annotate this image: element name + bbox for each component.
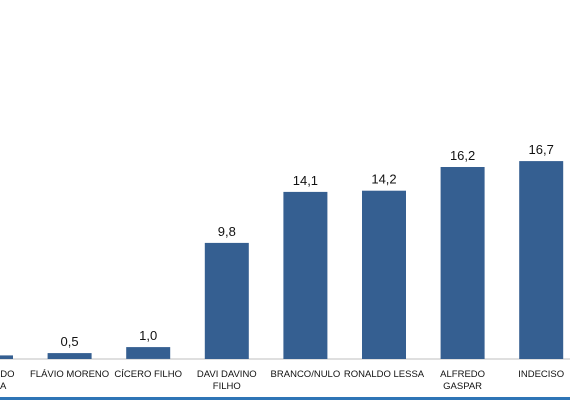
category-label: LESSA — [0, 381, 7, 392]
category-label: CÍCERO FILHO — [114, 369, 182, 380]
category-label: GASPAR — [443, 381, 482, 392]
bar — [440, 167, 485, 359]
bar-value-label: 16,2 — [450, 148, 475, 163]
category-label: INDECISO — [518, 369, 564, 380]
category-label: DAVI DAVINO — [197, 369, 257, 380]
category-label: FLÁVIO MORENO — [30, 369, 109, 380]
value-labels-group: 0,5 1,0 9,8 14,1 14,2 16,2 16,7 — [61, 142, 554, 349]
bar-value-label: 1,0 — [139, 328, 157, 343]
bottom-rule — [0, 397, 570, 400]
bars-group — [0, 161, 564, 359]
category-label: FILHO — [213, 381, 241, 392]
category-label: RONALDO LESSA — [344, 369, 425, 380]
bar — [204, 242, 249, 359]
bar-value-label: 14,1 — [293, 173, 318, 188]
bar — [47, 353, 92, 359]
bar-value-label: 16,7 — [529, 142, 554, 157]
bar — [362, 190, 406, 359]
bar — [283, 191, 328, 359]
bar-value-label: 14,2 — [371, 172, 396, 187]
category-label: BRANCO/NULO — [271, 369, 341, 380]
bar — [519, 161, 564, 359]
bar-value-label: 9,8 — [218, 224, 236, 239]
bar — [0, 355, 13, 359]
category-label: RONALDO — [0, 369, 14, 380]
category-label: ALFREDO — [440, 369, 485, 380]
bar-value-label: 0,5 — [61, 334, 79, 349]
bar — [126, 347, 171, 359]
